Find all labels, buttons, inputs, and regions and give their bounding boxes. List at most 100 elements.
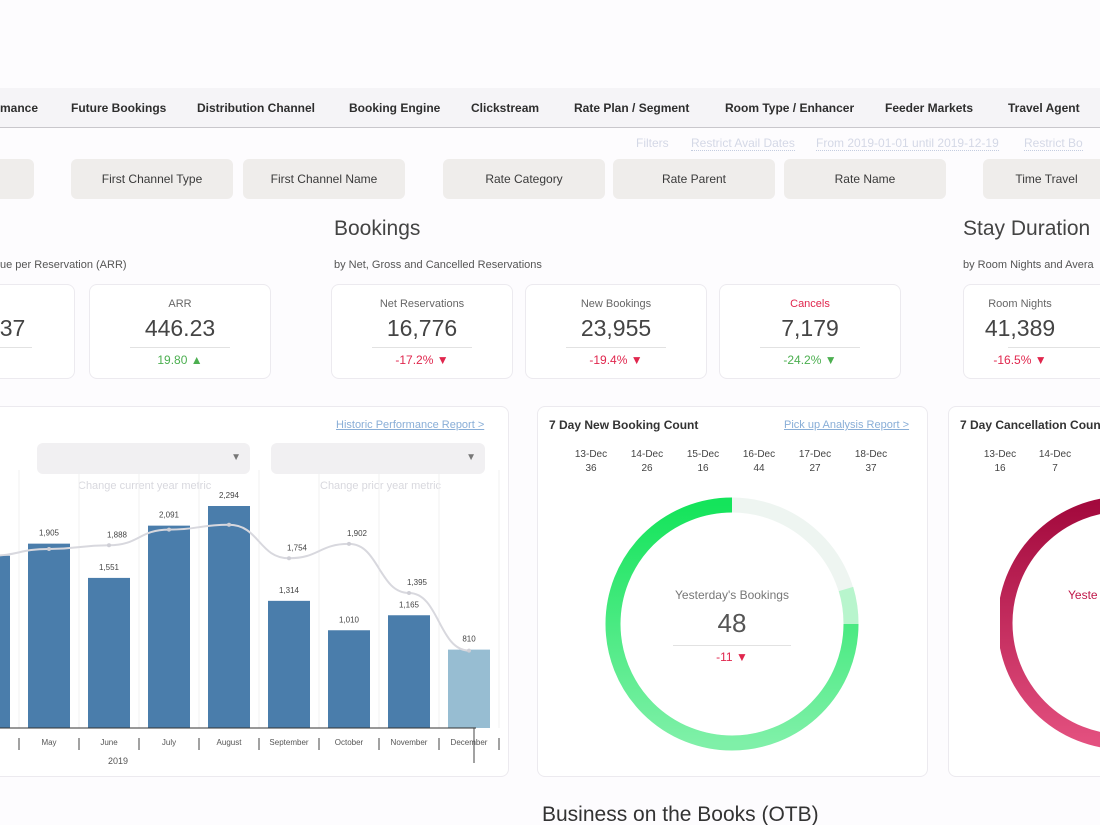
day-date: 14-Dec — [630, 449, 664, 460]
kpi-label: New Bookings — [580, 298, 652, 310]
otb-section-title: Business on the Books (OTB) — [542, 803, 819, 825]
chip-first-channel-type[interactable]: First Channel Type — [71, 159, 233, 199]
day-date: 15-Dec — [686, 449, 720, 460]
tab-distribution-channel[interactable]: Distribution Channel — [197, 101, 315, 115]
chart-bar — [88, 577, 130, 728]
day-count: 14-Dec 7 — [1035, 448, 1075, 476]
x-tick-label: September — [269, 738, 308, 747]
kpi-change: 19.80 ▲ — [90, 353, 270, 367]
bar-value-label: 1,314 — [279, 586, 300, 595]
donut-value: 48 — [717, 608, 747, 638]
prior-year-point — [467, 648, 471, 653]
filters-bar: Filters Restrict Avail Dates From 2019-0… — [0, 136, 1100, 154]
kpi-value: 23,955 — [580, 315, 652, 341]
day-count: 17-Dec 27 — [795, 448, 835, 476]
stay-duration-title: Stay Duration — [963, 217, 1091, 240]
day-count: 13-Dec 16 — [980, 448, 1020, 476]
day-count: 13-Dec 36 — [571, 448, 611, 476]
kpi-value: 37 — [0, 315, 26, 341]
kpi-divider — [371, 347, 473, 348]
kpi-change-value: -17.2% — [395, 353, 434, 367]
day-value: 26 — [641, 463, 653, 474]
historic-performance-link[interactable]: Historic Performance Report > — [336, 419, 485, 431]
prior-year-point — [407, 591, 411, 595]
bar-value-label: 810 — [462, 635, 476, 644]
bar-value-label: 1,905 — [39, 529, 60, 538]
tab-room-type[interactable]: Room Type / Enhancer — [725, 101, 855, 115]
kpi-value: 16,776 — [386, 315, 458, 341]
bar-value-label: 2,091 — [159, 511, 180, 520]
chip-rate-name[interactable]: Rate Name — [784, 159, 946, 199]
tab-future-bookings[interactable]: Future Bookings — [71, 101, 167, 115]
day-value: 16 — [697, 463, 709, 474]
kpi-divider — [0, 347, 32, 348]
tab-performance[interactable]: mance — [0, 101, 39, 115]
chart-bar — [448, 649, 490, 728]
filter-date-range[interactable]: From 2019-01-01 until 2019-12-19 — [816, 136, 999, 151]
new-booking-count-panel — [537, 406, 928, 777]
kpi-label: Room Nights — [988, 298, 1052, 310]
prior-year-point — [47, 546, 51, 551]
kpi-change: -16.5% ▼ — [964, 353, 1076, 367]
x-tick-label: December — [451, 738, 488, 747]
kpi-divider — [129, 347, 231, 348]
chart-bar — [268, 600, 310, 728]
x-tick-label: October — [335, 738, 364, 747]
prior-year-point — [167, 527, 171, 532]
day-value: 36 — [585, 463, 597, 474]
tab-feeder-markets[interactable]: Feeder Markets — [885, 101, 974, 115]
chip-first-channel-name[interactable]: First Channel Name — [243, 159, 405, 199]
current-year-metric-select[interactable]: ▼ — [37, 443, 250, 474]
line-value-label: 1,395 — [407, 578, 428, 587]
cancellation-count-panel — [948, 406, 1100, 777]
day-date: 16-Dec — [742, 449, 776, 460]
tab-booking-engine[interactable]: Booking Engine — [349, 101, 441, 115]
day-value: 37 — [865, 463, 877, 474]
pickup-analysis-link[interactable]: Pick up Analysis Report > — [784, 419, 910, 431]
tab-rate-plan[interactable]: Rate Plan / Segment — [574, 101, 690, 115]
kpi-divider — [1008, 347, 1100, 348]
kpi-card-room-nights: Room Nights 41,389 -16.5% ▼ — [963, 284, 1100, 379]
kpi-value: 7,179 — [781, 315, 839, 341]
kpi-card-new-bookings: New Bookings 23,955 -19.4% ▼ — [525, 284, 707, 379]
day-value: 44 — [753, 463, 765, 474]
chip-time-travel[interactable]: Time Travel — [983, 159, 1100, 199]
dimension-chip[interactable] — [0, 159, 34, 199]
filter-restrict-avail[interactable]: Restrict Avail Dates — [691, 136, 795, 151]
x-tick-label: November — [391, 738, 428, 747]
chip-rate-parent[interactable]: Rate Parent — [613, 159, 775, 199]
day-date: 13-Dec — [574, 449, 608, 460]
cancellation-donut-label: Yeste — [1068, 588, 1098, 602]
prior-year-point — [347, 541, 351, 546]
prior-year-point — [227, 522, 231, 527]
chevron-down-icon: ▼ — [231, 452, 241, 463]
tab-travel-agent[interactable]: Travel Agent — [1008, 101, 1080, 115]
prior-year-metric-hint: Change prior year metric — [320, 480, 442, 492]
kpi-label: Cancels — [790, 298, 830, 310]
kpi-change-value: -24.2% — [783, 353, 822, 367]
prior-year-point — [107, 543, 111, 548]
prior-year-metric-select[interactable]: ▼ — [271, 443, 485, 474]
kpi-change: -19.4% ▼ — [526, 353, 706, 367]
day-date: 17-Dec — [798, 449, 832, 460]
cancellations-donut — [1000, 498, 1100, 748]
filter-restrict-booking[interactable]: Restrict Bo — [1024, 136, 1083, 151]
current-year-metric-hint: Change current year metric — [78, 480, 212, 492]
day-date: 18-Dec — [854, 449, 888, 460]
bar-value-label: 1,165 — [399, 600, 420, 609]
day-date: 14-Dec — [1038, 449, 1072, 460]
kpi-card-net-reservations: Net Reservations 16,776 -17.2% ▼ — [331, 284, 513, 379]
filters-label: Filters — [636, 136, 669, 150]
tab-clickstream[interactable]: Clickstream — [471, 101, 540, 115]
line-value-label: 1,888 — [107, 530, 128, 539]
day-value: 7 — [1052, 463, 1058, 474]
donut-change-value: -11 — [716, 650, 733, 664]
bar-value-label: 1,010 — [339, 615, 360, 624]
report-tabs: mance Future Bookings Distribution Chann… — [0, 88, 1100, 128]
new-bookings-donut — [605, 497, 859, 751]
down-arrow-icon: ▼ — [1034, 353, 1047, 367]
kpi-change: -17.2% ▼ — [332, 353, 512, 367]
chip-rate-category[interactable]: Rate Category — [443, 159, 605, 199]
donut-center: Yesterday's Bookings 48 -11 ▼ — [647, 588, 817, 664]
kpi-divider — [565, 347, 667, 348]
